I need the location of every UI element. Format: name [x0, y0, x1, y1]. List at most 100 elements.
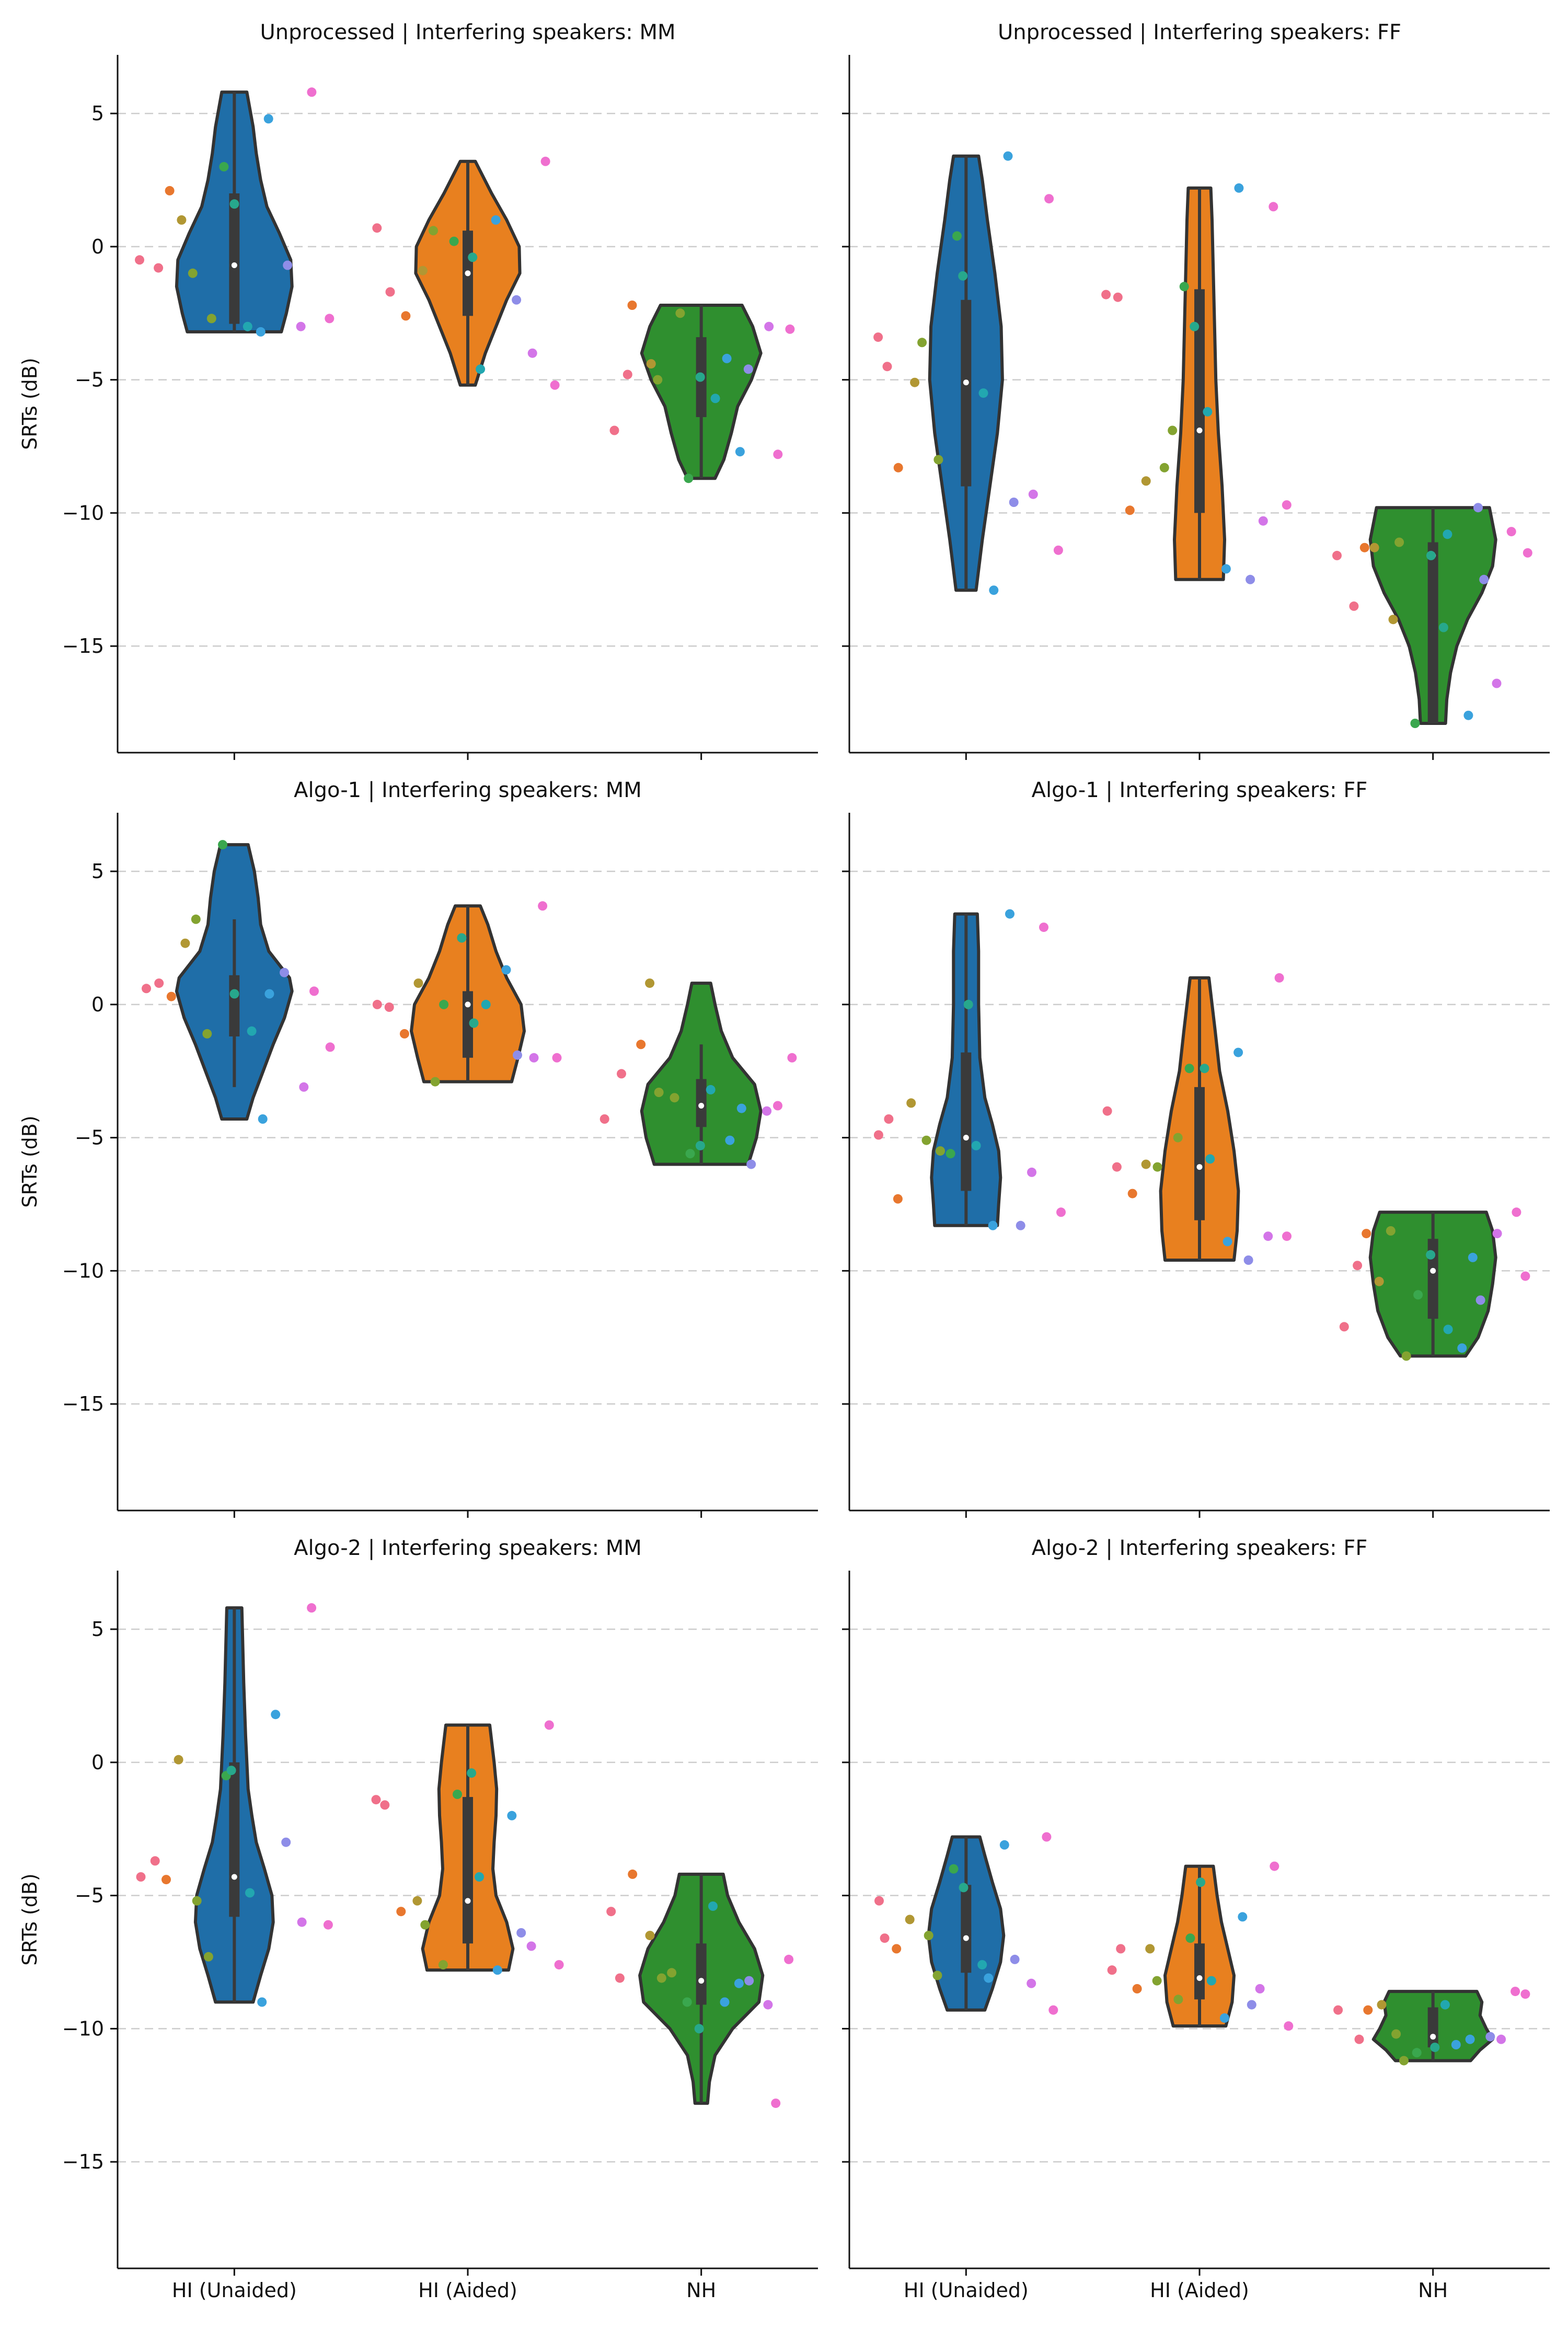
data-point — [412, 1896, 422, 1906]
data-point — [646, 359, 656, 369]
data-point — [1234, 183, 1244, 193]
panel-title: Algo-2 | Interfering speakers: FF — [1032, 1536, 1368, 1560]
data-point — [785, 324, 795, 334]
data-point — [1386, 1226, 1396, 1236]
data-point — [307, 87, 317, 97]
data-point — [1159, 463, 1169, 472]
data-point — [695, 1140, 705, 1150]
y-tick-label: 5 — [91, 102, 104, 125]
data-point — [884, 1114, 894, 1124]
data-point — [684, 474, 694, 483]
data-point — [1101, 290, 1111, 299]
data-point — [1511, 1987, 1520, 1997]
data-point — [527, 348, 537, 358]
data-point — [1005, 909, 1014, 919]
data-point — [725, 1135, 735, 1145]
data-point — [1127, 1189, 1137, 1198]
data-point — [1116, 1944, 1126, 1954]
data-point — [516, 1928, 526, 1938]
data-point — [1044, 194, 1054, 204]
data-point — [380, 1800, 390, 1810]
data-point — [396, 1907, 406, 1917]
data-point — [936, 1146, 945, 1156]
data-point — [1168, 425, 1178, 435]
data-point — [203, 1952, 213, 1962]
data-point — [1438, 622, 1448, 632]
data-point — [1125, 505, 1135, 515]
data-point — [1468, 1252, 1478, 1262]
data-point — [263, 114, 273, 124]
data-point — [743, 364, 753, 374]
data-point — [905, 1915, 915, 1924]
data-point — [264, 989, 274, 999]
data-point — [708, 1901, 718, 1911]
panel-1: Unprocessed | Interfering speakers: MM 5 0… — [18, 20, 818, 760]
data-point — [501, 965, 511, 975]
panel-title: Algo-1 | Interfering speakers: MM — [294, 778, 642, 802]
data-point — [552, 1053, 562, 1063]
data-point — [946, 1149, 955, 1159]
data-point — [371, 1795, 381, 1805]
data-point — [413, 978, 423, 988]
data-point — [1206, 1976, 1216, 1986]
data-point — [1492, 1229, 1502, 1239]
data-point — [475, 1872, 484, 1882]
y-tick-label: −10 — [62, 2017, 104, 2040]
data-point — [675, 308, 685, 318]
data-point — [949, 1864, 959, 1874]
data-point — [1443, 529, 1452, 539]
data-point — [453, 1790, 462, 1799]
data-point — [1282, 500, 1292, 510]
x-tick-label: HI (Unaided) — [172, 2279, 297, 2302]
data-point — [893, 463, 903, 472]
data-point — [271, 1710, 281, 1720]
data-point — [1359, 543, 1369, 552]
data-point — [1401, 1351, 1411, 1361]
data-point — [1443, 1324, 1453, 1334]
data-point — [1399, 2056, 1409, 2066]
data-point — [309, 986, 319, 996]
data-point — [323, 1920, 333, 1930]
data-point — [1465, 2034, 1475, 2044]
data-point — [1412, 2048, 1422, 2058]
data-point — [1056, 1207, 1066, 1217]
data-point — [1107, 1965, 1117, 1975]
y-axis-label: SRTs (dB) — [18, 358, 41, 449]
data-point — [1512, 1207, 1521, 1217]
panel-2: Unprocessed | Interfering speakers: FF — [842, 20, 1550, 760]
y-tick-label: 5 — [91, 1618, 104, 1641]
data-point — [1363, 2005, 1373, 2015]
data-point — [617, 1069, 626, 1079]
data-point — [971, 1140, 981, 1150]
data-point — [154, 263, 164, 273]
data-point — [874, 1896, 884, 1906]
panel-6: Algo-2 | Interfering speakers: FF HI (Una… — [842, 1536, 1550, 2302]
data-point — [1141, 1159, 1151, 1169]
data-point — [656, 1973, 666, 1983]
data-point — [1523, 548, 1532, 558]
data-point — [296, 321, 306, 331]
data-point — [1463, 710, 1473, 720]
data-point — [932, 1970, 942, 1980]
data-point — [492, 1965, 502, 1975]
y-axis-label: SRTs (dB) — [18, 1115, 41, 1207]
data-point — [1016, 1220, 1025, 1230]
data-point — [229, 989, 239, 999]
data-point — [999, 1840, 1009, 1850]
data-point — [245, 1888, 255, 1898]
data-point — [763, 2000, 773, 2010]
panel-3: Algo-1 | Interfering speakers: MM 5 0 −5 −10… — [18, 778, 818, 1518]
y-tick-label: 0 — [91, 235, 104, 258]
data-point — [229, 199, 239, 209]
data-point — [1374, 1276, 1384, 1286]
data-point — [385, 287, 395, 297]
data-point — [958, 271, 968, 281]
data-point — [219, 162, 229, 171]
data-point — [735, 447, 745, 457]
data-point — [1028, 489, 1038, 499]
data-point — [1173, 1133, 1183, 1143]
data-point — [710, 394, 720, 403]
data-point — [627, 301, 637, 310]
data-point — [773, 1101, 782, 1111]
data-point — [1246, 574, 1255, 584]
